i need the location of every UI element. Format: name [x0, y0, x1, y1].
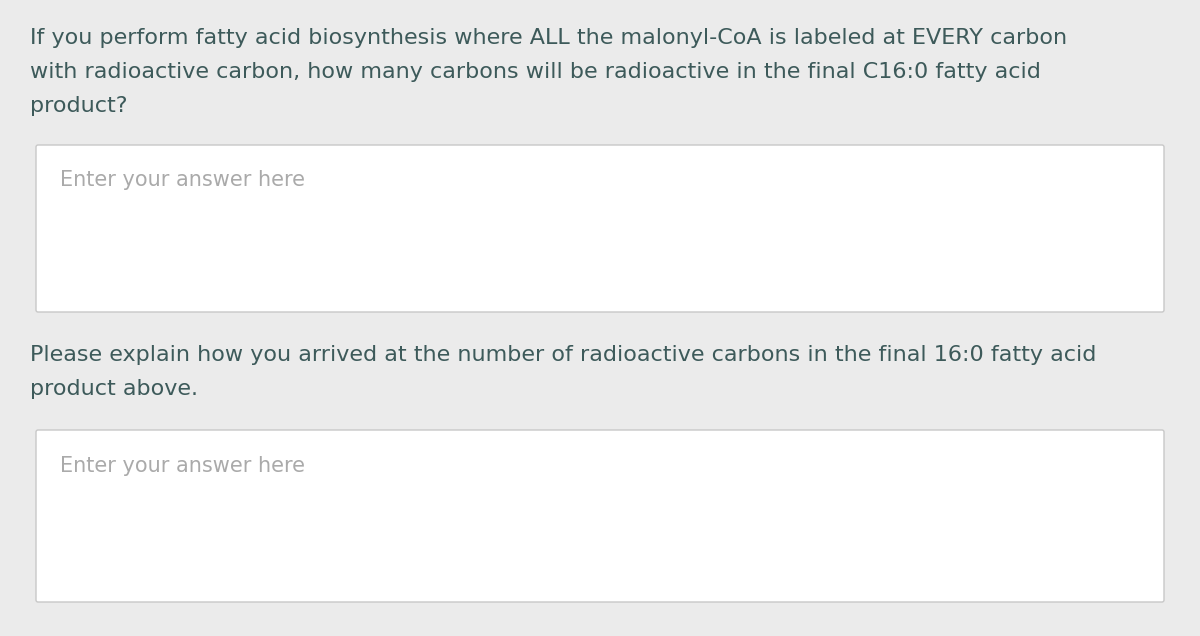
- FancyBboxPatch shape: [36, 430, 1164, 602]
- Text: product?: product?: [30, 96, 127, 116]
- Text: Enter your answer here: Enter your answer here: [60, 456, 305, 476]
- Text: with radioactive carbon, how many carbons will be radioactive in the final C16:0: with radioactive carbon, how many carbon…: [30, 62, 1040, 82]
- Text: Enter your answer here: Enter your answer here: [60, 170, 305, 190]
- FancyBboxPatch shape: [36, 145, 1164, 312]
- Text: Please explain how you arrived at the number of radioactive carbons in the final: Please explain how you arrived at the nu…: [30, 345, 1097, 365]
- Text: product above.: product above.: [30, 379, 198, 399]
- Text: If you perform fatty acid biosynthesis where ALL the malonyl-CoA is labeled at E: If you perform fatty acid biosynthesis w…: [30, 28, 1067, 48]
